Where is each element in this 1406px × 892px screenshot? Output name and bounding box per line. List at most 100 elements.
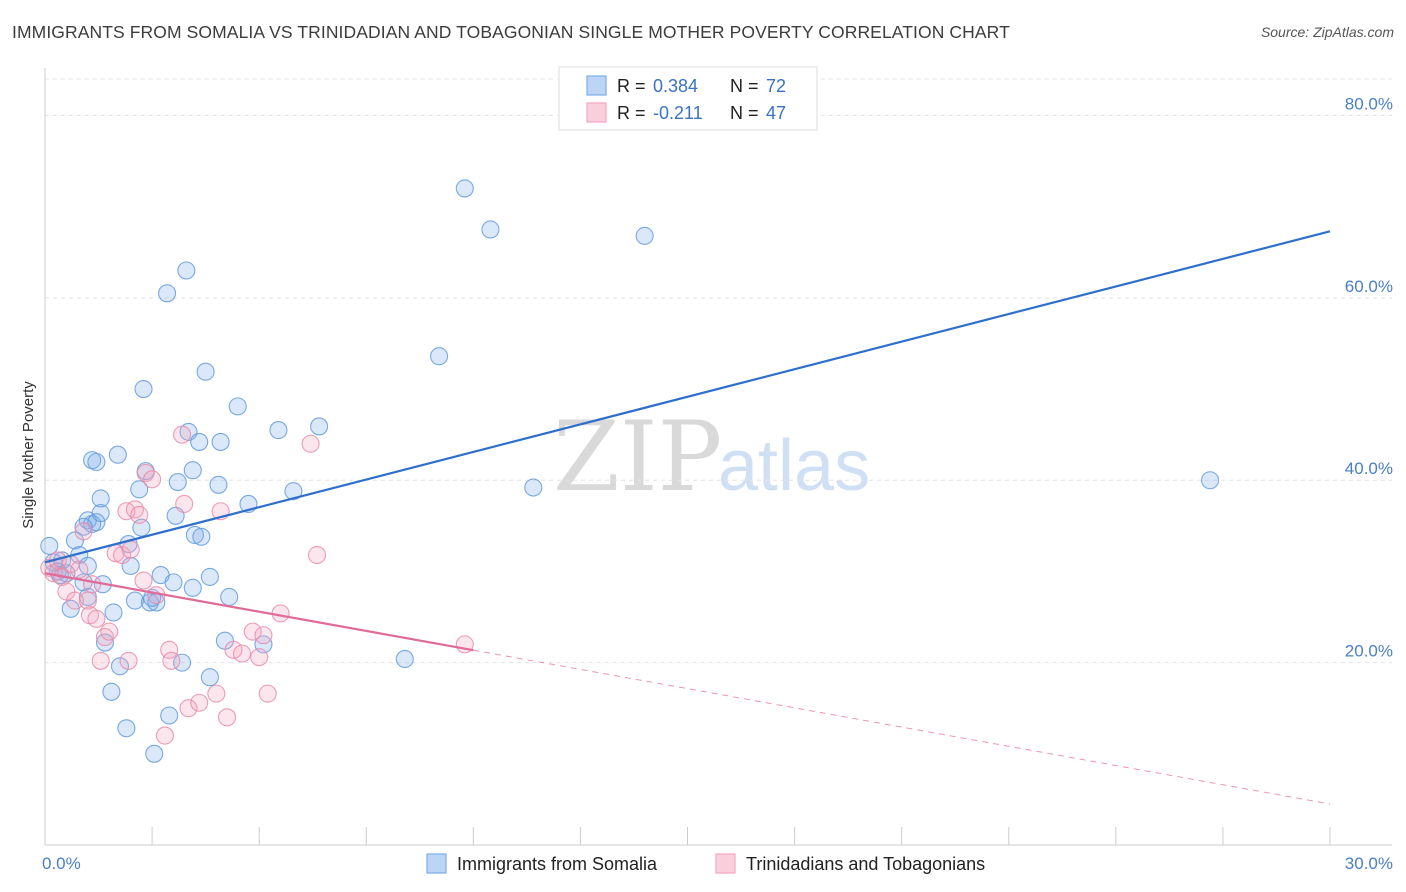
x-tick-label: 30.0% xyxy=(1345,854,1393,873)
data-point xyxy=(130,505,149,524)
data-point xyxy=(162,651,181,670)
data-point xyxy=(173,425,192,444)
legend-r-value-trinidad: -0.211 xyxy=(653,103,703,123)
data-point xyxy=(121,540,140,559)
data-point xyxy=(310,417,329,436)
trend-line-somalia xyxy=(44,230,1331,564)
data-point xyxy=(250,648,269,667)
data-point xyxy=(635,226,654,245)
data-point xyxy=(117,719,136,738)
data-point xyxy=(200,567,219,586)
data-point xyxy=(269,421,288,440)
bottom-legend-swatch-trinidad xyxy=(715,853,736,874)
data-point xyxy=(130,480,149,499)
data-point xyxy=(104,603,123,622)
bottom-legend-label-somalia: Immigrants from Somalia xyxy=(457,854,658,874)
data-point xyxy=(395,649,414,669)
data-point xyxy=(258,684,277,703)
legend-r-label: R = xyxy=(617,103,646,123)
data-point xyxy=(134,571,153,590)
data-point xyxy=(91,489,110,508)
data-point xyxy=(74,522,93,541)
data-point xyxy=(61,599,80,618)
data-point xyxy=(185,525,204,545)
data-point xyxy=(211,432,230,451)
data-point xyxy=(175,494,194,513)
data-point xyxy=(108,445,127,464)
series-trinidad-points xyxy=(40,425,474,745)
data-point xyxy=(160,640,179,659)
trend-lines xyxy=(44,230,1331,805)
data-point xyxy=(134,379,153,399)
data-point xyxy=(481,220,500,239)
data-point xyxy=(83,575,102,594)
axes: 20.0% 40.0% 60.0% 80.0% 0.0% 30.0% xyxy=(42,68,1393,873)
y-tick-label: 40.0% xyxy=(1345,459,1393,478)
data-point xyxy=(284,482,303,501)
data-point xyxy=(110,657,130,676)
data-point xyxy=(220,587,239,607)
data-point xyxy=(183,578,202,597)
chart-source: Source: ZipAtlas.com xyxy=(1260,24,1394,40)
data-point xyxy=(168,473,187,492)
legend-n-value-trinidad: 47 xyxy=(766,103,786,123)
data-point xyxy=(145,744,164,763)
x-tick-label: 0.0% xyxy=(42,854,81,873)
data-point xyxy=(164,573,183,592)
data-point xyxy=(91,651,110,670)
trend-line-trinidad-extension xyxy=(473,649,1331,805)
data-point xyxy=(91,504,110,523)
data-point xyxy=(102,682,121,701)
y-tick-label: 60.0% xyxy=(1345,277,1393,296)
data-point xyxy=(524,478,543,497)
watermark: ZIP atlas xyxy=(553,401,870,513)
bottom-legend: Immigrants from Somalia Trinidadians and… xyxy=(426,853,985,874)
data-point xyxy=(95,633,115,652)
data-point xyxy=(455,179,474,198)
chart-title: IMMIGRANTS FROM SOMALIA VS TRINIDADIAN A… xyxy=(12,22,1010,42)
data-point xyxy=(209,475,228,494)
data-point xyxy=(207,684,226,703)
top-legend: R = 0.384 N = 72 R = -0.211 N = 47 xyxy=(558,66,818,131)
data-point xyxy=(143,470,162,489)
legend-r-value-somalia: 0.384 xyxy=(653,76,698,96)
data-point xyxy=(119,651,138,670)
data-point xyxy=(243,622,262,641)
y-tick-label: 20.0% xyxy=(1345,642,1393,661)
data-point xyxy=(155,726,174,745)
data-point xyxy=(113,545,132,565)
y-tick-label: 80.0% xyxy=(1345,94,1393,113)
legend-r-label: R = xyxy=(617,76,646,96)
data-point xyxy=(140,593,159,612)
grid xyxy=(45,78,1392,664)
bottom-legend-label-trinidad: Trinidadians and Tobagonians xyxy=(746,854,985,874)
y-axis-label: Single Mother Poverty xyxy=(20,381,37,529)
legend-n-value-somalia: 72 xyxy=(766,76,786,96)
data-point xyxy=(125,591,144,610)
data-point xyxy=(307,545,327,565)
data-point xyxy=(190,693,209,712)
data-point xyxy=(190,432,209,451)
legend-swatch-trinidad xyxy=(586,102,607,123)
data-point xyxy=(65,591,85,610)
data-point xyxy=(430,347,449,366)
data-point xyxy=(177,261,196,280)
data-point xyxy=(1201,471,1220,490)
data-point xyxy=(158,284,177,303)
data-point xyxy=(192,527,211,546)
data-point xyxy=(254,626,273,645)
data-point xyxy=(196,362,215,381)
watermark-atlas: atlas xyxy=(718,426,870,506)
data-point xyxy=(183,461,202,480)
trend-line-trinidad xyxy=(44,572,474,652)
data-point xyxy=(200,668,219,687)
data-point xyxy=(100,622,119,641)
data-point xyxy=(217,708,237,727)
legend-n-label: N = xyxy=(730,76,759,96)
data-points xyxy=(40,179,1220,763)
data-point xyxy=(74,517,93,536)
data-point xyxy=(136,463,155,482)
data-point xyxy=(87,609,106,628)
data-point xyxy=(232,644,252,663)
